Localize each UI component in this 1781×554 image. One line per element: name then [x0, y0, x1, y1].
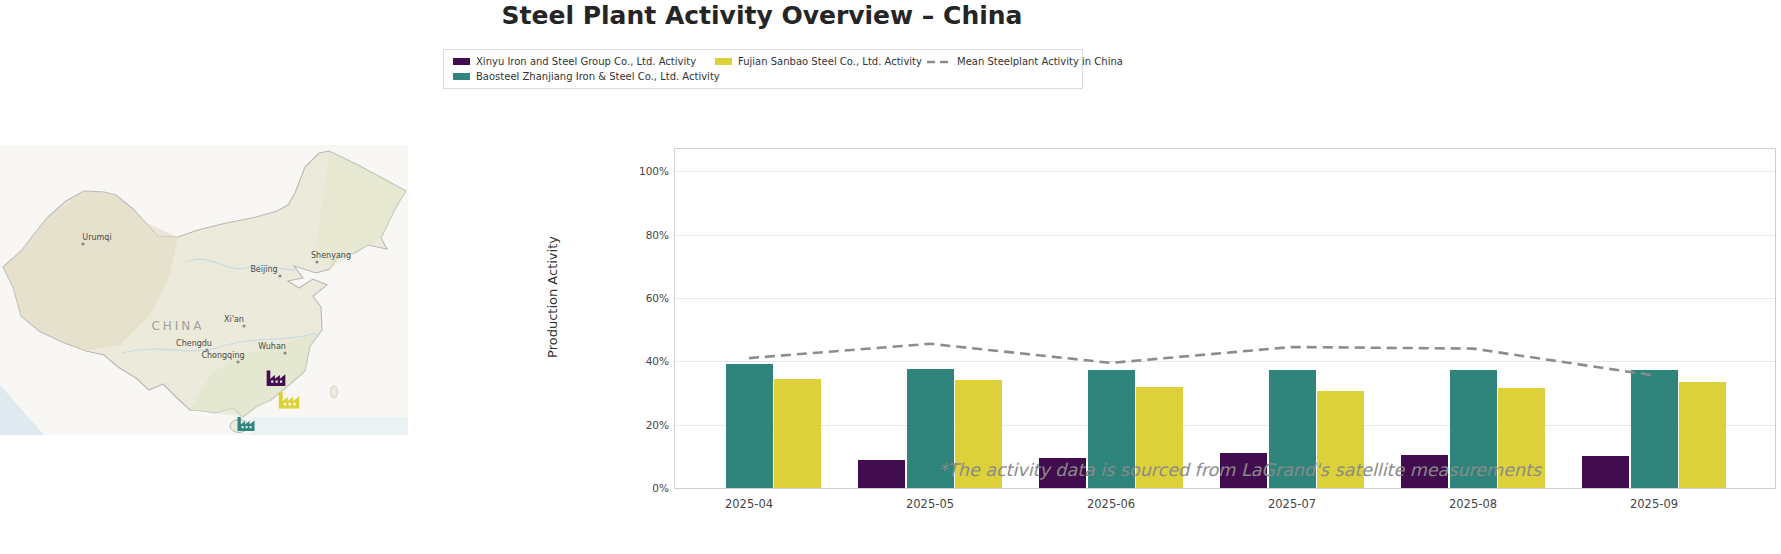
x-tick-label: 2025-06: [1066, 497, 1156, 511]
y-tick-label: 80%: [623, 228, 669, 242]
x-tick-label: 2025-05: [885, 497, 975, 511]
xinyu-color-swatch: [453, 58, 470, 65]
y-tick-label: 100%: [623, 164, 669, 178]
bar-xinyu-2025-09: [1582, 456, 1629, 488]
city-label: Chengdu: [176, 339, 212, 348]
bar-xinyu-2025-05: [858, 460, 905, 489]
legend-label: Baosteel Zhanjiang Iron & Steel Co., Ltd…: [476, 71, 720, 82]
footnote: *The activity data is sourced from LaGra…: [938, 460, 1541, 480]
legend-item-xinyu: Xinyu Iron and Steel Group Co., Ltd. Act…: [453, 56, 715, 67]
city-dot: [81, 242, 84, 245]
legend-label: Mean Steelplant Activity in China: [957, 56, 1123, 67]
y-axis-title: Production Activity: [545, 197, 561, 397]
dashed-line-icon: [927, 58, 951, 66]
legend-label: Fujian Sanbao Steel Co., Ltd. Activity: [738, 56, 922, 67]
gridline: [675, 171, 1775, 172]
city-dot: [236, 360, 239, 363]
city-dot: [315, 260, 318, 263]
x-tick-label: 2025-08: [1428, 497, 1518, 511]
chart-legend: Xinyu Iron and Steel Group Co., Ltd. Act…: [443, 49, 1083, 89]
bar-fujian-sanbao-2025-04: [774, 379, 821, 488]
city-label: Beijing: [250, 265, 277, 274]
gridline: [675, 425, 1775, 426]
legend-item-fujian: Fujian Sanbao Steel Co., Ltd. Activity: [715, 56, 927, 67]
city-label: Shenyang: [311, 251, 351, 260]
china-map: CHINA Urumqi Beijing Shenyang Xi'an Chengdu C…: [0, 145, 408, 435]
legend-item-mean: Mean Steelplant Activity in China: [927, 56, 1123, 67]
fujian-color-swatch: [715, 58, 732, 65]
x-tick-label: 2025-07: [1247, 497, 1337, 511]
sea-patch: [250, 417, 408, 435]
bar-baosteel-zhanjiang-2025-09: [1631, 370, 1678, 488]
gridline: [675, 235, 1775, 236]
x-tick-label: 2025-09: [1609, 497, 1699, 511]
legend-item-baosteel: Baosteel Zhanjiang Iron & Steel Co., Ltd…: [453, 71, 715, 82]
taiwan-island: [331, 386, 338, 398]
page-title: Steel Plant Activity Overview – China: [502, 1, 1023, 30]
city-label: Xi'an: [224, 315, 244, 324]
x-tick-label: 2025-04: [704, 497, 794, 511]
region-label: CHINA: [151, 319, 204, 333]
y-tick-label: 20%: [623, 418, 669, 432]
city-dot: [242, 324, 245, 327]
baosteel-color-swatch: [453, 73, 470, 80]
bar-chart-plot-area: 0%20%40%60%80%100%2025-042025-052025-062…: [674, 148, 1776, 489]
city-label: Chongqing: [201, 351, 244, 360]
city-dot: [278, 274, 281, 277]
city-label: Urumqi: [82, 233, 111, 242]
city-dot: [283, 351, 286, 354]
gridline: [675, 361, 1775, 362]
bar-baosteel-zhanjiang-2025-04: [726, 364, 773, 488]
legend-label: Xinyu Iron and Steel Group Co., Ltd. Act…: [476, 56, 696, 67]
y-tick-label: 40%: [623, 354, 669, 368]
y-tick-label: 0%: [623, 481, 669, 495]
mean-activity-line: [675, 149, 1775, 488]
gridline: [675, 298, 1775, 299]
y-tick-label: 60%: [623, 291, 669, 305]
bar-fujian-sanbao-2025-09: [1679, 382, 1726, 488]
city-label: Wuhan: [258, 342, 286, 351]
